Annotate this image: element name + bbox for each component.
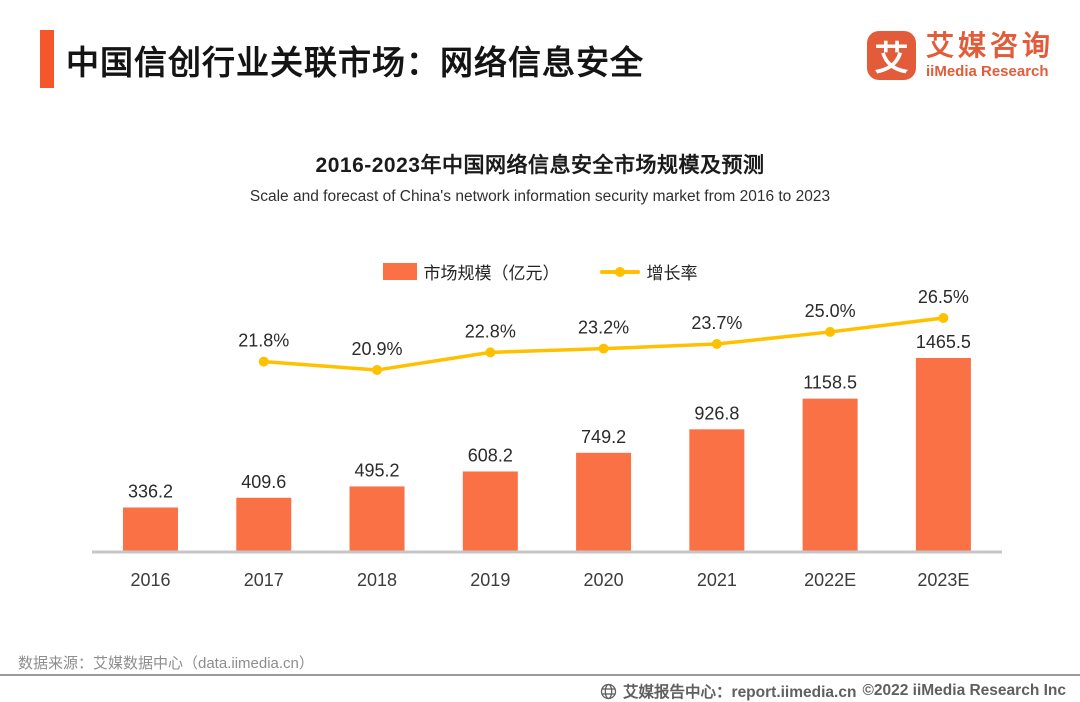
- line-series-dot-icon: [614, 266, 625, 277]
- bar-2017: [236, 497, 292, 552]
- growth-dot-2018: [372, 365, 383, 375]
- x-axis-label-2018: 2018: [357, 570, 397, 590]
- logo-name-en: iiMedia Research: [925, 62, 1049, 80]
- footer-divider: [0, 674, 1080, 676]
- growth-dot-2019: [485, 347, 496, 358]
- page-title: 中国信创行业关联市场：网络信息安全: [66, 44, 644, 81]
- x-axis-label-2019: 2019: [470, 570, 510, 590]
- footer-report-info: 艾媒报告中心：report.iimedia.cn ©2022 iiMedia R…: [600, 680, 1066, 702]
- growth-dot-2017: [258, 356, 269, 367]
- growth-dot-2022E: [825, 326, 836, 337]
- growth-label-2018: 20.9%: [352, 339, 403, 359]
- logo-name-cn: 艾媒咨询: [925, 30, 1054, 62]
- legend-label-growth-rate: 增长率: [646, 264, 698, 283]
- logo-text: 艾媒咨询 iiMedia Research: [926, 31, 1054, 79]
- data-source-note: 数据来源：艾媒数据中心（data.iimedia.cn）: [18, 655, 314, 672]
- x-axis-label-2020: 2020: [584, 570, 624, 590]
- x-axis-label-2023E: 2023E: [917, 570, 969, 590]
- bar-2018: [349, 486, 405, 552]
- x-axis-label-2022E: 2022E: [804, 570, 856, 590]
- legend-label-market-scale: 市场规模（亿元）: [423, 264, 560, 283]
- growth-label-2019: 22.8%: [465, 321, 516, 341]
- bar-2016: [123, 507, 178, 552]
- report-center-text: 艾媒报告中心：report.iimedia.cn: [623, 684, 857, 701]
- chart-legend: 市场规模（亿元） 增长率: [0, 259, 1080, 284]
- bar-2019: [462, 471, 518, 552]
- growth-dot-2023E: [938, 313, 949, 323]
- bar-2022E: [802, 398, 858, 552]
- growth-label-2017: 21.8%: [238, 331, 289, 351]
- growth-dot-2021: [711, 339, 722, 349]
- legend-item-market-scale: 市场规模（亿元）: [382, 259, 560, 284]
- iimedia-logo: 艾 艾媒咨询 iiMedia Research: [866, 31, 1054, 80]
- bar-series-swatch-icon: [382, 263, 417, 280]
- bar-2020: [576, 452, 632, 552]
- copyright-text: ©2022 iiMedia Research Inc: [862, 682, 1066, 699]
- globe-icon: [600, 683, 617, 700]
- bar-value-label-2017: 409.6: [241, 472, 286, 492]
- header-accent-bar: [40, 30, 54, 88]
- bar-value-label-2016: 336.2: [128, 481, 173, 501]
- growth-label-2023E: 26.5%: [918, 287, 969, 307]
- bar-2023E: [915, 358, 971, 552]
- bar-value-label-2019: 608.2: [468, 445, 513, 465]
- line-series-marker-icon: [599, 266, 640, 277]
- x-axis-label-2016: 2016: [130, 570, 170, 590]
- chart-title: 2016-2023年中国网络信息安全市场规模及预测: [315, 154, 765, 177]
- bar-value-label-2023E: 1465.5: [916, 332, 971, 352]
- x-axis-label-2017: 2017: [244, 570, 284, 590]
- bar-value-label-2022E: 1158.5: [803, 373, 857, 393]
- chart-subtitle: Scale and forecast of China's network in…: [249, 188, 831, 205]
- iimedia-logo-icon: 艾: [866, 31, 916, 80]
- growth-label-2020: 23.2%: [578, 318, 629, 338]
- x-axis-label-2021: 2021: [697, 570, 737, 590]
- bar-value-label-2020: 749.2: [581, 427, 626, 447]
- growth-label-2021: 23.7%: [691, 313, 742, 333]
- growth-dot-2020: [598, 343, 609, 354]
- bar-value-label-2018: 495.2: [355, 460, 400, 480]
- bar-value-label-2021: 926.8: [694, 403, 739, 423]
- legend-item-growth-rate: 增长率: [599, 259, 698, 284]
- growth-label-2022E: 25.0%: [805, 301, 856, 321]
- bar-2021: [689, 429, 745, 552]
